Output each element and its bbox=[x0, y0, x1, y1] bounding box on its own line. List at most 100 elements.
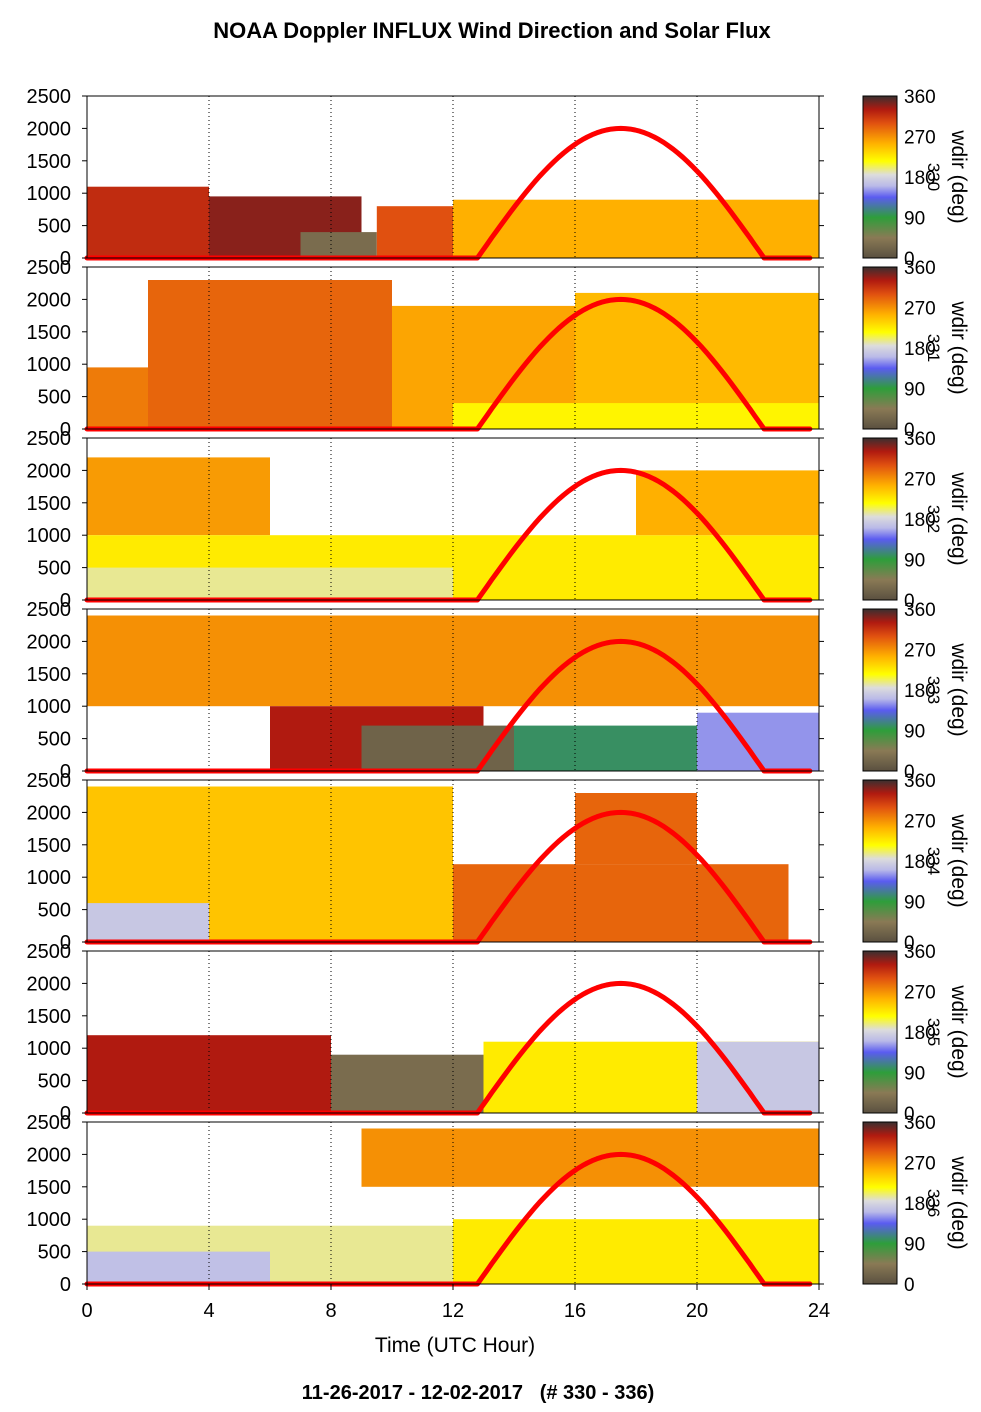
panel-day-332: 0 500 1000 1500 2000 2500 0 90 180 270 360 wdir (de… bbox=[27, 428, 971, 612]
x-tick-label: 4 bbox=[203, 1300, 214, 1322]
y-tick-label: 1000 bbox=[27, 867, 72, 889]
colorbar-tick-label: 360 bbox=[904, 429, 936, 450]
colorbar-tick-label: 0 bbox=[904, 249, 915, 270]
colorbar-tick-label: 90 bbox=[904, 893, 925, 914]
y-tick-label: 500 bbox=[38, 387, 71, 409]
wdir-region bbox=[87, 567, 453, 600]
y-tick-label: 1000 bbox=[27, 696, 72, 718]
panel-day-336: 0 500 1000 1500 2000 2500 0 90 180 270 360 wdir (de… bbox=[27, 1112, 971, 1296]
y-tick-label: 2000 bbox=[27, 118, 72, 140]
colorbar-tick-label: 360 bbox=[904, 1113, 936, 1134]
y-tick-label: 500 bbox=[38, 900, 71, 922]
y-tick-label: 1500 bbox=[27, 322, 72, 344]
colorbar-label: wdir (deg) bbox=[947, 813, 970, 907]
wdir-region bbox=[376, 206, 454, 258]
x-tick-label: 20 bbox=[686, 1300, 708, 1322]
y-tick-label: 0 bbox=[60, 1274, 71, 1296]
x-tick-label: 24 bbox=[808, 1300, 830, 1322]
wdir-region bbox=[636, 470, 819, 536]
heatmap-area bbox=[87, 1035, 819, 1113]
day-of-year-label: 336 bbox=[924, 1189, 943, 1217]
y-tick-label: 1500 bbox=[27, 493, 72, 515]
colorbar-tick-label: 270 bbox=[904, 1154, 936, 1175]
colorbar-tick-label: 0 bbox=[904, 591, 915, 612]
x-tick-label: 12 bbox=[442, 1300, 464, 1322]
panel-frame bbox=[86, 608, 820, 772]
wdir-region bbox=[87, 186, 209, 258]
colorbar-tick-label: 360 bbox=[904, 600, 936, 621]
wdir-region bbox=[361, 1128, 819, 1187]
y-tick-label: 0 bbox=[60, 590, 71, 612]
wdir-region bbox=[87, 903, 209, 942]
wdir-region bbox=[87, 367, 148, 429]
day-of-year-label: 333 bbox=[924, 676, 943, 704]
y-tick-label: 2000 bbox=[27, 631, 72, 653]
heatmap-area bbox=[87, 786, 789, 942]
day-of-year-label: 332 bbox=[924, 505, 943, 533]
colorbar-tick-label: 90 bbox=[904, 380, 925, 401]
colorbar-tick-label: 0 bbox=[904, 762, 915, 783]
y-tick-label: 1000 bbox=[27, 354, 72, 376]
wdir-region bbox=[87, 615, 819, 707]
wdir-region bbox=[575, 793, 697, 865]
solar-flux-curve bbox=[84, 296, 813, 432]
wdir-region bbox=[361, 725, 514, 771]
wdir-region bbox=[453, 199, 819, 258]
colorbar-tick-label: 90 bbox=[904, 722, 925, 743]
colorbar-tick-label: 180 bbox=[904, 1023, 936, 1044]
y-tick-label: 0 bbox=[60, 1103, 71, 1125]
y-tick-label: 500 bbox=[38, 1071, 71, 1093]
colorbar-tick-label: 270 bbox=[904, 983, 936, 1004]
wdir-region bbox=[514, 725, 697, 771]
colorbar-gradient bbox=[862, 1121, 898, 1285]
colorbar: 0 90 180 270 360 wdir (deg)333 bbox=[862, 600, 970, 783]
wdir-region bbox=[453, 1219, 819, 1284]
y-tick-label: 500 bbox=[38, 729, 71, 751]
y-tick-label: 0 bbox=[60, 932, 71, 954]
colorbar-tick-label: 270 bbox=[904, 470, 936, 491]
colorbar: 0 90 180 270 360 wdir (deg)331 bbox=[862, 258, 970, 441]
heatmap-area bbox=[87, 280, 819, 429]
wdir-region bbox=[87, 1035, 331, 1113]
y-tick-label: 500 bbox=[38, 1242, 71, 1264]
y-tick-label: 1500 bbox=[27, 664, 72, 686]
x-axis: 0 4 8 12 16 20 24 bbox=[81, 1284, 830, 1322]
colorbar-tick-label: 270 bbox=[904, 641, 936, 662]
y-tick-label: 2000 bbox=[27, 289, 72, 311]
y-tick-label: 1500 bbox=[27, 1006, 72, 1028]
colorbar-tick-label: 180 bbox=[904, 510, 936, 531]
y-tick-label: 1500 bbox=[27, 1177, 72, 1199]
panel-day-334: 0 500 1000 1500 2000 2500 0 90 180 270 360 wdir (de… bbox=[27, 770, 971, 954]
colorbar: 0 90 180 270 360 wdir (deg)336 bbox=[862, 1113, 970, 1296]
panel-day-330: 0 500 1000 1500 2000 2500 0 90 180 270 360 wdir (de… bbox=[27, 86, 971, 270]
y-tick-label: 0 bbox=[60, 419, 71, 441]
colorbar-tick-label: 0 bbox=[904, 420, 915, 441]
y-tick-label: 1500 bbox=[27, 835, 72, 857]
solar-flux-curve bbox=[84, 1151, 813, 1287]
y-tick-label: 0 bbox=[60, 248, 71, 270]
colorbar-gradient bbox=[862, 437, 898, 601]
colorbar-tick-label: 360 bbox=[904, 258, 936, 279]
colorbar-tick-label: 180 bbox=[904, 852, 936, 873]
day-of-year-label: 330 bbox=[924, 163, 943, 191]
y-tick-label: 2500 bbox=[27, 86, 72, 108]
y-tick-label: 2500 bbox=[27, 428, 72, 450]
solar-flux-curve bbox=[84, 809, 813, 945]
colorbar-label: wdir (deg) bbox=[947, 642, 970, 736]
date-range-footer: 11-26-2017 - 12-02-2017 (# 330 - 336) bbox=[302, 1382, 654, 1404]
wdir-region bbox=[331, 1054, 484, 1113]
panel-frame bbox=[86, 950, 820, 1114]
colorbar: 0 90 180 270 360 wdir (deg)332 bbox=[862, 429, 970, 612]
y-tick-label: 2500 bbox=[27, 941, 72, 963]
solar-flux-curve bbox=[84, 980, 813, 1116]
colorbar: 0 90 180 270 360 wdir (deg)335 bbox=[862, 942, 970, 1125]
y-tick-label: 1000 bbox=[27, 525, 72, 547]
colorbar-label: wdir (deg) bbox=[947, 471, 970, 565]
day-of-year-label: 335 bbox=[924, 1018, 943, 1046]
y-tick-label: 0 bbox=[60, 761, 71, 783]
colorbar-tick-label: 0 bbox=[904, 1104, 915, 1125]
colorbar-tick-label: 180 bbox=[904, 1194, 936, 1215]
colorbar-label: wdir (deg) bbox=[947, 129, 970, 223]
